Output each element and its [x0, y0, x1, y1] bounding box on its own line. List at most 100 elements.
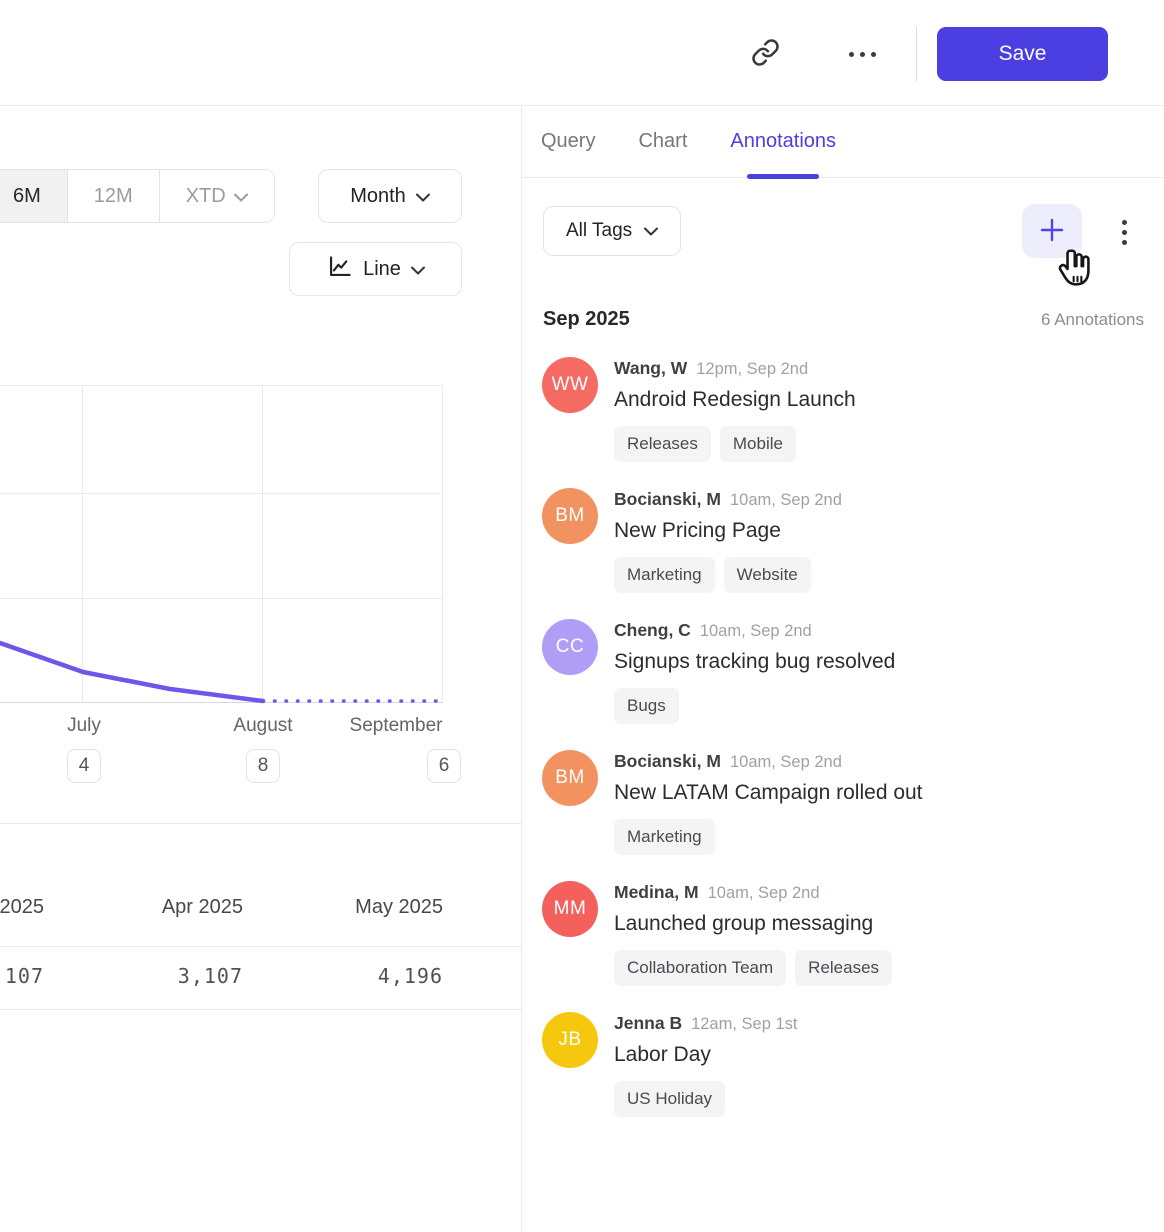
avatar: CC: [542, 619, 598, 675]
annotation-list: WW Wang, W 12pm, Sep 2nd Android Redesign L…: [542, 357, 1146, 1143]
add-annotation-button[interactable]: [1022, 204, 1082, 258]
annotation-body: Bocianski, M 10am, Sep 2nd New LATAM Campa…: [614, 750, 923, 855]
x-axis-label: July: [67, 715, 101, 736]
date-range-selector: 6M 12M XTD: [0, 169, 275, 223]
top-toolbar: Save: [0, 0, 1164, 106]
chevron-down-icon: [410, 258, 425, 281]
table-header: May 2025: [355, 896, 443, 918]
annotation-title: New LATAM Campaign rolled out: [614, 781, 923, 804]
annotation-timestamp: 10am, Sep 2nd: [699, 622, 812, 640]
annotation-tags: Collaboration Team Releases: [614, 950, 893, 986]
link-icon: [751, 38, 780, 70]
tags-filter-dropdown[interactable]: All Tags: [543, 206, 682, 256]
annotation-body: Medina, M 10am, Sep 2nd Launched group mes…: [614, 881, 893, 986]
annotation-timestamp: 10am, Sep 2nd: [729, 491, 842, 509]
more-options-button[interactable]: [840, 38, 884, 70]
ellipsis-icon: [848, 51, 876, 57]
annotation-item[interactable]: MM Medina, M 10am, Sep 2nd Launched group m…: [542, 881, 1146, 986]
annotation-count-label: 6 Annotations: [1040, 310, 1144, 329]
chart-type-dropdown[interactable]: Line: [289, 242, 462, 296]
chart-line-series: [0, 640, 445, 704]
annotation-tags: Bugs: [614, 688, 895, 724]
save-button[interactable]: Save: [937, 27, 1108, 81]
section-month-label: Sep 2025: [543, 308, 630, 330]
avatar: WW: [542, 357, 598, 413]
annotation-body: Cheng, C 10am, Sep 2nd Signups tracking bu…: [614, 619, 895, 724]
annotation-timestamp: 10am, Sep 2nd: [707, 884, 820, 902]
annotation-header: Wang, W 12pm, Sep 2nd: [614, 358, 856, 379]
annotation-title: Android Redesign Launch: [614, 388, 856, 411]
annotation-tags: Marketing Website: [614, 557, 842, 593]
chevron-down-icon: [415, 185, 430, 208]
x-axis-label: September: [349, 715, 443, 736]
table-divider: [0, 946, 522, 947]
copy-link-button[interactable]: [744, 36, 786, 72]
toolbar-divider: [916, 27, 917, 81]
range-xtd-button[interactable]: XTD: [159, 170, 274, 222]
annotation-author: Medina, M: [614, 882, 699, 902]
annotation-author: Bocianski, M: [614, 751, 721, 771]
table-header: 2025: [0, 896, 44, 918]
tab-annotations[interactable]: Annotations: [730, 106, 836, 178]
chevron-down-icon: [644, 220, 659, 242]
annotation-header: Bocianski, M 10am, Sep 2nd: [614, 751, 923, 772]
avatar: BM: [542, 488, 598, 544]
tag-pill[interactable]: Releases: [614, 426, 711, 462]
gridline: [82, 385, 83, 702]
annotation-item[interactable]: BM Bocianski, M 10am, Sep 2nd New LATAM Cam…: [542, 750, 1146, 855]
avatar: BM: [542, 750, 598, 806]
tag-pill[interactable]: Marketing: [614, 819, 715, 855]
gridline: [262, 385, 263, 702]
results-table: 2025 Apr 2025 May 2025 107 3,107 4,196: [0, 823, 522, 1010]
tag-pill[interactable]: Website: [723, 557, 811, 593]
annotation-title: New Pricing Page: [614, 519, 781, 542]
panel-tabs: Query Chart Annotations: [522, 106, 1164, 178]
line-chart[interactable]: July 4 August 8 September 6: [0, 385, 461, 783]
avatar: MM: [542, 881, 598, 937]
tag-pill[interactable]: Collaboration Team: [614, 950, 787, 986]
annotation-title: Signups tracking bug resolved: [614, 650, 896, 673]
tag-pill[interactable]: Marketing: [614, 557, 715, 593]
avatar: JB: [542, 1012, 598, 1068]
table-header: Apr 2025: [161, 896, 243, 918]
annotation-item[interactable]: JB Jenna B 12am, Sep 1st Labor Day US Holida…: [542, 1012, 1146, 1117]
gridline: [0, 702, 443, 703]
annotation-header: Cheng, C 10am, Sep 2nd: [614, 620, 895, 641]
table-value: 4,196: [377, 964, 443, 988]
annotation-tags: Marketing: [614, 819, 923, 855]
tab-chart[interactable]: Chart: [638, 130, 688, 152]
gridline: [0, 385, 443, 386]
annotation-author: Jenna B: [614, 1013, 683, 1033]
range-12m-button[interactable]: 12M: [67, 170, 160, 222]
annotation-header: Bocianski, M 10am, Sep 2nd: [614, 489, 842, 510]
chart-panel: 6M 12M XTD Month Line: [0, 106, 522, 1232]
annotation-header: Jenna B 12am, Sep 1st: [614, 1013, 797, 1034]
annotation-timestamp: 12am, Sep 1st: [691, 1015, 798, 1033]
line-chart-icon: [326, 253, 353, 286]
annotation-author: Cheng, C: [614, 620, 691, 640]
annotation-author: Bocianski, M: [614, 489, 721, 509]
range-6m-button[interactable]: 6M: [0, 170, 68, 222]
table-value: 107: [4, 964, 44, 988]
table-value: 3,107: [177, 964, 243, 988]
tag-pill[interactable]: US Holiday: [614, 1081, 726, 1117]
gridline: [442, 385, 443, 702]
annotation-timestamp: 10am, Sep 2nd: [729, 753, 842, 771]
annotation-item[interactable]: CC Cheng, C 10am, Sep 2nd Signups tracking …: [542, 619, 1146, 724]
tag-pill[interactable]: Releases: [795, 950, 893, 986]
plus-icon: [1038, 216, 1066, 247]
annotation-tags: Releases Mobile: [614, 426, 856, 462]
annotation-count-badge[interactable]: 4: [67, 749, 101, 783]
annotation-count-badge[interactable]: 6: [427, 749, 461, 783]
annotations-menu-button[interactable]: [1106, 210, 1142, 254]
granularity-dropdown[interactable]: Month: [318, 169, 462, 223]
tab-query[interactable]: Query: [541, 130, 596, 152]
month-section-header: Sep 2025 6 Annotations: [543, 308, 1144, 331]
annotation-item[interactable]: WW Wang, W 12pm, Sep 2nd Android Redesign L…: [542, 357, 1146, 462]
table-divider: [0, 1009, 522, 1010]
annotation-item[interactable]: BM Bocianski, M 10am, Sep 2nd New Pricing P…: [542, 488, 1146, 593]
tag-pill[interactable]: Bugs: [614, 688, 679, 724]
annotation-count-badge[interactable]: 8: [246, 749, 280, 783]
tag-pill[interactable]: Mobile: [719, 426, 796, 462]
